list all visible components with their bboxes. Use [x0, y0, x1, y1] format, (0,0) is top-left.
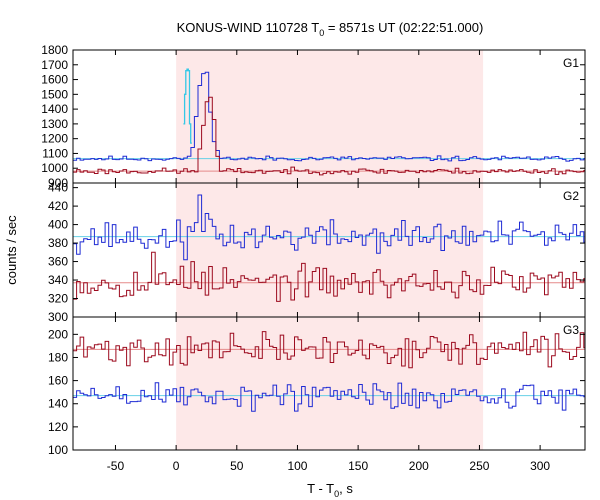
panel-label-g3: G3 — [563, 323, 579, 337]
y-tick-label-g2: 300 — [48, 310, 68, 324]
x-tick-label: 250 — [469, 459, 489, 473]
y-tick-label-g1: 1800 — [41, 43, 68, 57]
x-tick-label: 100 — [287, 459, 307, 473]
y-tick-label-g3: 180 — [48, 350, 68, 364]
x-tick-label: 300 — [530, 459, 550, 473]
panel-label-g1: G1 — [563, 56, 579, 70]
panel-frame-g3 — [72, 316, 586, 451]
series-g2-blue — [73, 194, 585, 261]
x-tick-label: 50 — [230, 459, 244, 473]
peak-overlay-g1 — [183, 68, 192, 144]
series-g1-red — [73, 96, 585, 176]
y-tick-label-g2: 380 — [48, 236, 68, 250]
shaded-interval-g2 — [176, 183, 484, 317]
y-tick-label-g3: 140 — [48, 397, 68, 411]
series-g1-blue — [73, 71, 585, 162]
chart-title: KONUS-WIND 110728 T0 = 8571s UT (02:22:5… — [177, 20, 484, 38]
y-tick-label-g2: 360 — [48, 255, 68, 269]
shaded-interval-g3 — [176, 317, 484, 450]
x-tick-label: 150 — [348, 459, 368, 473]
x-tick-label: -50 — [107, 459, 125, 473]
y-tick-label-g1: 1100 — [42, 146, 68, 160]
panel-label-g2: G2 — [563, 189, 579, 203]
y-tick-label-g3: 100 — [48, 443, 68, 457]
y-tick-label-g1: 1200 — [41, 132, 68, 146]
x-tick-label: 200 — [409, 459, 429, 473]
x-tick-label: 0 — [173, 459, 180, 473]
y-tick-label-g2: 320 — [48, 292, 68, 306]
y-tick-label-g2: 400 — [48, 218, 68, 232]
y-tick-label-g1: 1600 — [41, 73, 68, 87]
y-tick-label-g1: 900 — [48, 176, 68, 190]
y-tick-label-g2: 440 — [48, 181, 68, 195]
shaded-interval-layer — [176, 50, 484, 450]
series-layer — [73, 68, 585, 412]
y-tick-label-g2: 340 — [48, 273, 68, 287]
shaded-interval-g1 — [176, 50, 484, 183]
series-g3-red — [73, 331, 585, 369]
y-axis-label: counts / sec — [4, 215, 19, 285]
y-tick-label-g1: 1400 — [41, 102, 68, 116]
y-tick-label-g3: 200 — [48, 327, 68, 341]
axes-layer: 900100011001200130014001500160017001800G… — [41, 43, 586, 473]
y-tick-label-g1: 1300 — [41, 117, 68, 131]
series-g2-red — [73, 251, 585, 302]
series-g3-blue — [73, 382, 585, 412]
y-tick-label-g2: 420 — [48, 199, 68, 213]
y-tick-label-g1: 1500 — [41, 87, 68, 101]
x-axis-label: T - T0, s — [307, 481, 353, 499]
y-tick-label-g1: 1700 — [41, 58, 68, 72]
y-tick-label-g3: 120 — [48, 420, 68, 434]
y-tick-label-g1: 1000 — [41, 161, 68, 175]
y-tick-label-g3: 160 — [48, 374, 68, 388]
